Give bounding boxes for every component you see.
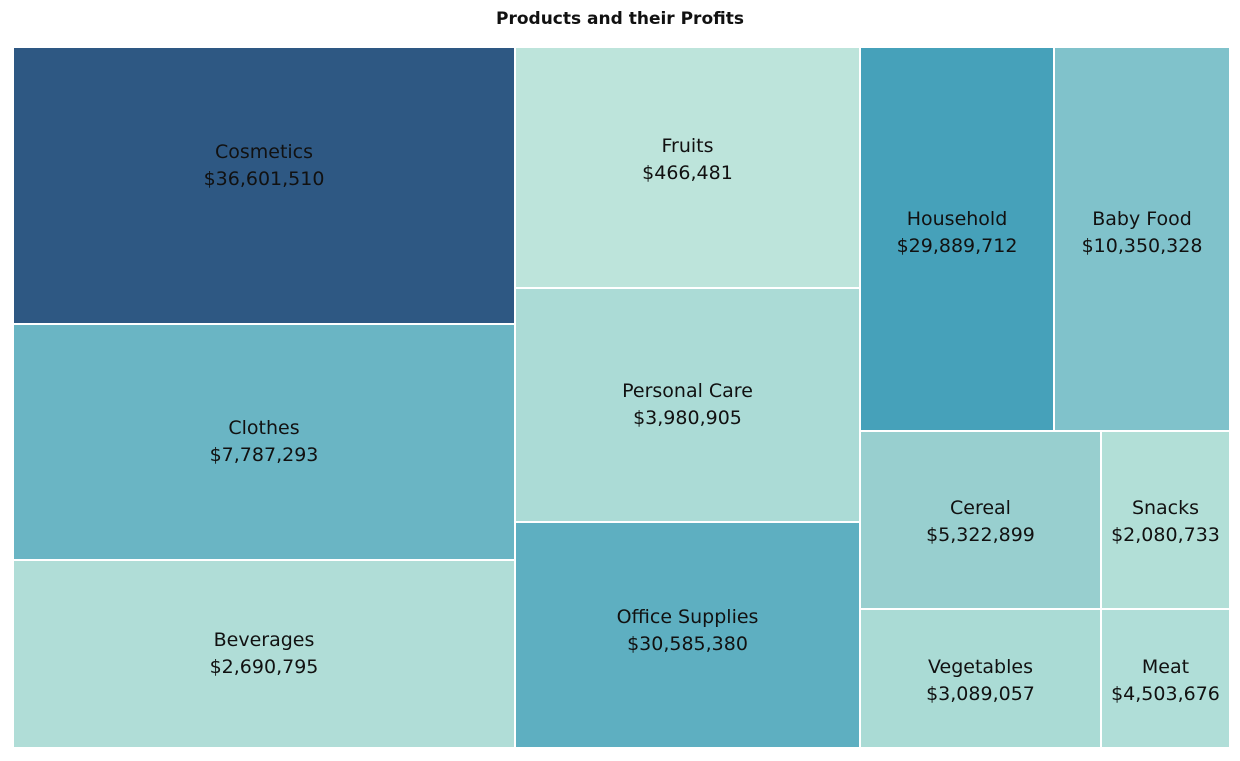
treemap-tile-office-supplies[interactable]: Office Supplies $30,585,380 xyxy=(515,522,860,748)
tile-profit-value: $466,481 xyxy=(642,161,733,184)
tile-category-name: Cereal xyxy=(950,497,1011,519)
tile-label: Baby Food $10,350,328 xyxy=(1082,206,1203,260)
tile-profit-value: $4,503,676 xyxy=(1111,682,1220,705)
tile-category-name: Cosmetics xyxy=(214,140,314,163)
tile-profit-value: $2,080,733 xyxy=(1111,524,1220,546)
treemap: Cosmetics $36,601,510 Clothes $7,787,293 Bev… xyxy=(13,47,1230,748)
tile-category-name: Meat xyxy=(1141,655,1190,678)
tile-label: Fruits $466,481 xyxy=(642,133,733,187)
tile-label: Household $29,889,712 xyxy=(897,206,1018,260)
treemap-tile-beverages[interactable]: Beverages $2,690,795 xyxy=(13,560,515,748)
tile-profit-value: $3,089,057 xyxy=(926,682,1035,705)
tile-category-name: Snacks xyxy=(1131,497,1200,519)
treemap-tile-cosmetics[interactable]: Cosmetics $36,601,510 xyxy=(13,47,515,324)
treemap-tile-vegetables[interactable]: Vegetables $3,089,057 xyxy=(860,609,1101,748)
treemap-tile-cereal[interactable]: Cereal $5,322,899 xyxy=(860,431,1101,609)
tile-category-name: Office Supplies xyxy=(616,606,759,628)
treemap-tile-baby-food[interactable]: Baby Food $10,350,328 xyxy=(1054,47,1230,431)
tile-label: Beverages $2,690,795 xyxy=(210,627,319,681)
tile-label: Office Supplies $30,585,380 xyxy=(617,604,759,658)
tile-profit-value: $10,350,328 xyxy=(1081,235,1203,257)
treemap-tile-household[interactable]: Household $29,889,712 xyxy=(860,47,1054,431)
tile-category-name: Baby Food xyxy=(1092,208,1192,230)
tile-label: Snacks $2,080,733 xyxy=(1111,495,1220,549)
tile-profit-value: $3,980,905 xyxy=(633,407,742,429)
tile-label: Meat $4,503,676 xyxy=(1111,654,1220,708)
tile-category-name: Fruits xyxy=(661,134,714,157)
treemap-tile-personal-care[interactable]: Personal Care $3,980,905 xyxy=(515,288,860,522)
tile-category-name: Personal Care xyxy=(622,380,753,402)
tile-profit-value: $36,601,510 xyxy=(203,167,325,190)
tile-label: Personal Care $3,980,905 xyxy=(622,378,753,432)
treemap-tile-snacks[interactable]: Snacks $2,080,733 xyxy=(1101,431,1230,609)
treemap-tile-clothes[interactable]: Clothes $7,787,293 xyxy=(13,324,515,560)
tile-label: Clothes $7,787,293 xyxy=(210,415,319,469)
tile-category-name: Beverages xyxy=(213,629,315,651)
tile-profit-value: $30,585,380 xyxy=(627,633,748,655)
tile-profit-value: $7,787,293 xyxy=(209,444,319,466)
tile-profit-value: $2,690,795 xyxy=(209,656,319,678)
treemap-tile-meat[interactable]: Meat $4,503,676 xyxy=(1101,609,1230,748)
tile-category-name: Household xyxy=(906,208,1008,230)
tile-label: Cosmetics $36,601,510 xyxy=(204,139,325,193)
tile-label: Vegetables $3,089,057 xyxy=(926,654,1035,708)
chart-title: Products and their Profits xyxy=(496,9,744,29)
tile-label: Cereal $5,322,899 xyxy=(926,495,1035,549)
treemap-tile-fruits[interactable]: Fruits $466,481 xyxy=(515,47,860,288)
tile-category-name: Clothes xyxy=(228,417,300,439)
tile-profit-value: $5,322,899 xyxy=(926,524,1035,546)
tile-profit-value: $29,889,712 xyxy=(896,235,1018,257)
tile-category-name: Vegetables xyxy=(928,655,1033,678)
